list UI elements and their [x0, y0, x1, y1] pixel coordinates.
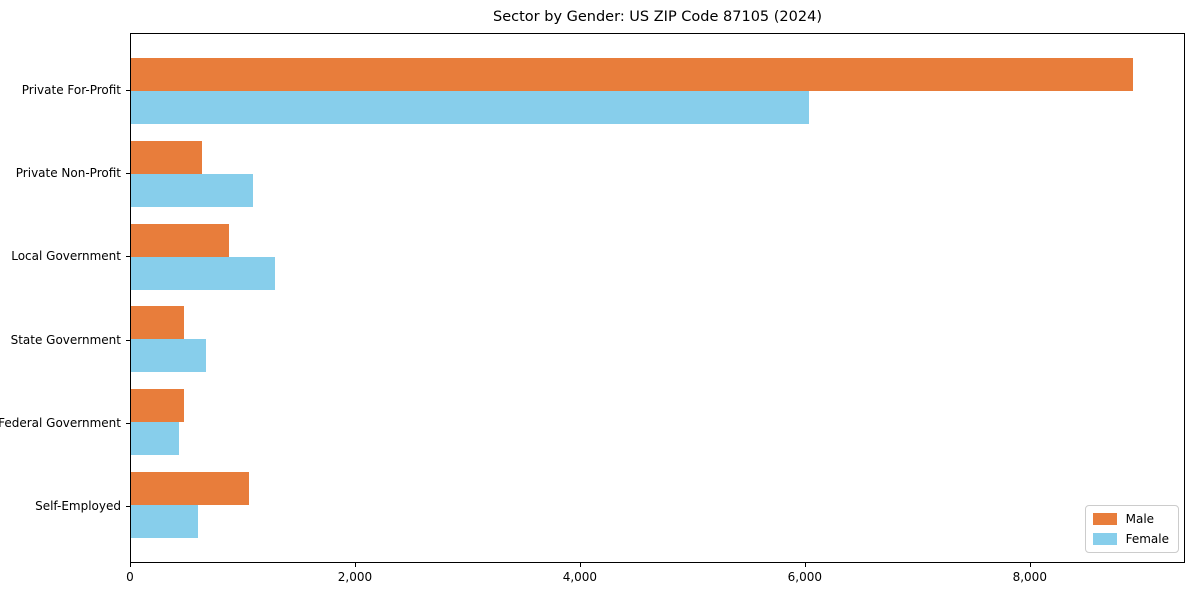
x-tick-label: 8,000	[1012, 570, 1047, 584]
male-bar	[131, 223, 229, 257]
x-tick-label: 0	[126, 570, 134, 584]
male-swatch-icon	[1092, 513, 1117, 525]
x-tick-label: 6,000	[787, 570, 823, 584]
male-bar	[131, 140, 202, 174]
bar-group	[131, 389, 1184, 456]
y-tick-mark	[126, 256, 130, 258]
bar-groups-container	[131, 34, 1184, 562]
y-tick-mark	[126, 506, 130, 507]
x-tick-label: 4,000	[562, 570, 598, 584]
x-tick-mark	[804, 563, 806, 567]
bar-group	[131, 471, 1184, 538]
y-tick-mark	[126, 90, 130, 91]
x-tick-mark	[1029, 563, 1031, 567]
male-bar	[131, 306, 184, 340]
female-bar	[131, 422, 180, 456]
y-tick-label: Private Non-Profit	[15, 166, 121, 181]
x-tick-mark	[579, 563, 581, 567]
x-tick-mark	[130, 563, 131, 567]
y-tick-label: State Government	[10, 332, 121, 347]
legend-item: Male	[1092, 512, 1169, 526]
legend: Male Female	[1084, 505, 1179, 553]
bar-group	[131, 58, 1184, 124]
chart-title: Sector by Gender: US ZIP Code 87105 (202…	[493, 9, 822, 25]
male-bar	[131, 471, 249, 505]
x-tick-mark	[354, 563, 356, 567]
female-bar	[131, 173, 254, 207]
plot-area: Male Female	[130, 33, 1185, 563]
bar-group	[131, 140, 1184, 207]
y-tick-mark	[126, 422, 130, 424]
y-tick-mark	[126, 173, 130, 175]
male-bar	[131, 58, 1134, 91]
female-bar	[131, 504, 199, 538]
y-tick-label: Self-Employed	[35, 499, 121, 513]
y-tick-mark	[126, 339, 130, 341]
y-tick-label: Private For-Profit	[21, 83, 121, 97]
legend-label: Male	[1125, 512, 1155, 526]
bar-group	[131, 223, 1184, 290]
x-axis: 0 2,000 4,000 6,000 8,000	[126, 563, 1185, 593]
x-tick-label: 2,000	[337, 570, 373, 584]
legend-label: Female	[1125, 532, 1169, 546]
bar-group	[131, 306, 1184, 373]
y-tick-label: Federal Government	[0, 415, 121, 430]
legend-item: Female	[1092, 532, 1169, 546]
female-swatch-icon	[1092, 533, 1117, 545]
male-bar	[131, 389, 184, 423]
female-bar	[131, 256, 275, 290]
y-tick-label: Local Government	[11, 249, 121, 264]
y-axis: Private For-Profit Private Non-Profit Loca…	[0, 33, 130, 563]
female-bar	[131, 91, 810, 124]
female-bar	[131, 339, 207, 373]
